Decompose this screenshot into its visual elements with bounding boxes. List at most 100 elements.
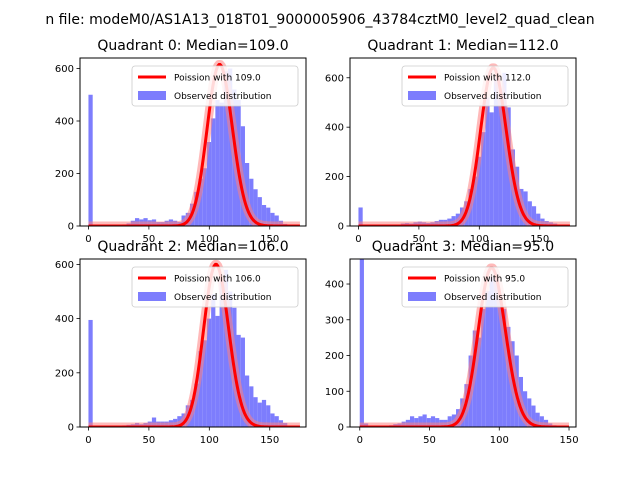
histogram-bar bbox=[198, 351, 203, 427]
x-tick-label: 50 bbox=[143, 234, 156, 245]
histogram-bar bbox=[253, 189, 258, 226]
subplot-title: Quadrant 3: Median=95.0 bbox=[372, 239, 554, 255]
subplot-quadrant-3: 0 50 100 150 0 100 200 300 400 Poission with 95.0… bbox=[325, 239, 579, 446]
histogram-bar bbox=[219, 102, 224, 226]
y-tick-label: 400 bbox=[55, 117, 74, 128]
histogram-bar bbox=[215, 100, 220, 226]
x-tick-label: 0 bbox=[85, 435, 91, 446]
subplot-quadrant-1: 0 50 100 150 0 200 400 600 Poission with 112.0 Ob… bbox=[325, 38, 577, 245]
histogram-bar bbox=[430, 416, 436, 427]
histogram-bar bbox=[497, 298, 503, 427]
x-tick-label: 100 bbox=[470, 234, 489, 245]
histogram-bar bbox=[359, 259, 364, 427]
legend-bar-swatch bbox=[408, 91, 436, 100]
y-tick-label: 600 bbox=[55, 260, 74, 271]
histogram-bar bbox=[88, 319, 93, 427]
histogram-bar bbox=[493, 276, 498, 427]
y-tick-label: 200 bbox=[325, 351, 344, 362]
histogram-bar bbox=[223, 269, 229, 427]
legend-label-observed: Observed distribution bbox=[444, 92, 541, 102]
histogram-bar bbox=[502, 309, 507, 427]
histogram-bar bbox=[418, 416, 423, 427]
legend-box bbox=[401, 266, 569, 308]
histogram-bar bbox=[531, 206, 537, 226]
y-tick-label: 0 bbox=[68, 222, 74, 233]
histogram-bar bbox=[270, 413, 275, 427]
legend: Poission with 109.0 Observed distribution bbox=[131, 65, 299, 107]
histogram-bar bbox=[206, 142, 212, 226]
histogram-bar bbox=[476, 156, 482, 226]
x-tick-label: 50 bbox=[413, 234, 426, 245]
x-tick-label: 150 bbox=[260, 435, 279, 446]
histogram-bar bbox=[219, 280, 224, 427]
histogram-bar bbox=[527, 398, 532, 427]
legend-label-fit: Poission with 106.0 bbox=[174, 275, 261, 285]
axes-frame bbox=[349, 258, 577, 428]
histogram-bar bbox=[539, 416, 544, 427]
plot-area bbox=[85, 60, 304, 226]
histogram-bar bbox=[481, 132, 486, 226]
histogram-bar bbox=[249, 178, 254, 226]
histogram-bar bbox=[261, 205, 267, 226]
x-tick-label: 150 bbox=[559, 435, 578, 446]
histogram-bar bbox=[476, 337, 482, 427]
subplot-quadrant-0: 0 50 100 150 0 200 400 600 Poission with 109.0 Ob… bbox=[55, 38, 307, 245]
x-tick-label: 100 bbox=[200, 435, 219, 446]
legend-label-fit: Poission with 95.0 bbox=[444, 275, 525, 285]
x-tick-label: 150 bbox=[530, 234, 549, 245]
histogram-bar bbox=[536, 213, 541, 226]
histogram-bar bbox=[489, 276, 494, 427]
x-tick-label: 50 bbox=[423, 435, 436, 446]
y-tick-label: 0 bbox=[338, 222, 344, 233]
histogram-bar bbox=[485, 97, 490, 226]
legend-label-observed: Observed distribution bbox=[174, 92, 271, 102]
subplot-grid: 0 50 100 150 0 200 400 600 Poission with 109.0 Ob… bbox=[55, 38, 579, 446]
histogram-bar bbox=[257, 197, 262, 226]
y-tick-label: 400 bbox=[55, 314, 74, 325]
histogram-bar bbox=[257, 402, 262, 427]
y-tick-label: 400 bbox=[325, 123, 344, 134]
x-tick-label: 0 bbox=[357, 435, 363, 446]
histogram-bar bbox=[244, 375, 250, 427]
histogram-bar bbox=[481, 309, 486, 427]
y-tick-label: 600 bbox=[325, 73, 344, 84]
axes-frame bbox=[79, 258, 307, 428]
histogram-bar bbox=[206, 318, 212, 427]
plot-area bbox=[355, 63, 574, 226]
y-tick-label: 200 bbox=[325, 172, 344, 183]
histogram-bar bbox=[493, 77, 499, 226]
histogram-bar bbox=[211, 294, 216, 427]
histogram-bar bbox=[270, 212, 275, 226]
x-tick-label: 0 bbox=[355, 234, 361, 245]
plot-area bbox=[356, 259, 573, 427]
histogram-bar bbox=[498, 97, 503, 226]
axes-frame bbox=[349, 57, 577, 227]
figure-suptitle: n file: modeM0/AS1A13_018T01_9000005906_… bbox=[45, 12, 594, 28]
y-tick-label: 400 bbox=[325, 280, 344, 291]
y-tick-label: 600 bbox=[55, 64, 74, 75]
legend-box bbox=[131, 266, 299, 308]
histogram-bar bbox=[223, 71, 229, 226]
y-tick-label: 300 bbox=[325, 315, 344, 326]
legend: Poission with 112.0 Observed distribution bbox=[401, 65, 569, 107]
legend-box bbox=[401, 65, 569, 107]
y-tick-label: 100 bbox=[325, 387, 344, 398]
histogram-bar bbox=[472, 176, 477, 226]
x-tick-label: 100 bbox=[200, 234, 219, 245]
x-tick-label: 0 bbox=[85, 234, 91, 245]
subplot-quadrant-2: 0 50 100 150 0 200 400 600 Poission with 106.0 Ob… bbox=[55, 239, 307, 446]
legend-box bbox=[131, 65, 299, 107]
histogram-bar bbox=[266, 405, 271, 427]
y-tick-label: 200 bbox=[55, 169, 74, 180]
legend-label-fit: Poission with 109.0 bbox=[174, 74, 261, 84]
histogram-bar bbox=[489, 112, 494, 226]
legend-bar-swatch bbox=[408, 292, 436, 301]
histogram-bar bbox=[249, 386, 254, 427]
legend: Poission with 106.0 Observed distribution bbox=[131, 266, 299, 308]
histogram-bar bbox=[261, 399, 267, 427]
legend: Poission with 95.0 Observed distribution bbox=[401, 266, 569, 308]
histogram-bar bbox=[202, 168, 207, 226]
y-tick-label: 0 bbox=[338, 423, 344, 434]
subplot-title: Quadrant 1: Median=112.0 bbox=[367, 38, 558, 54]
